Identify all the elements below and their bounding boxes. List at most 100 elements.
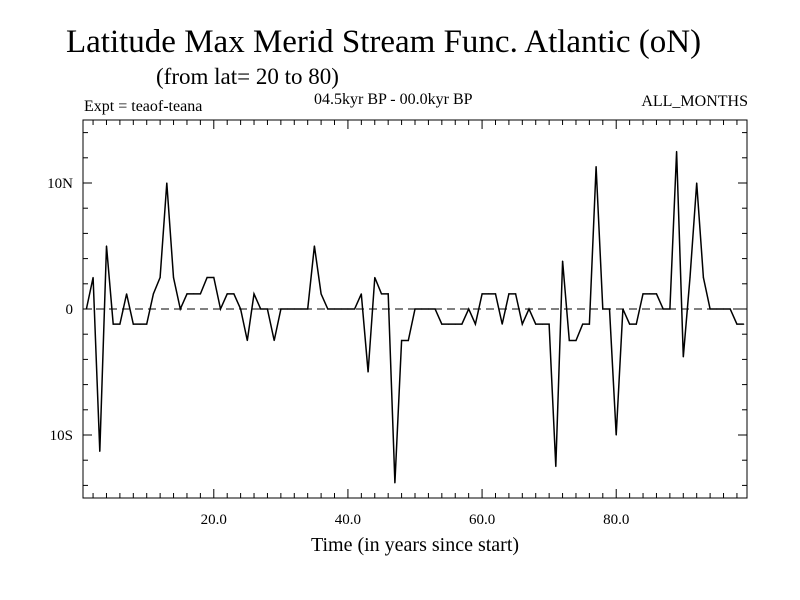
data-point [669, 308, 671, 310]
axis-ticks [83, 120, 747, 498]
data-point [360, 293, 362, 295]
data-point [675, 150, 678, 153]
data-point [655, 293, 658, 295]
data-point [608, 308, 611, 310]
data-point [159, 276, 161, 279]
data-point [307, 308, 309, 310]
data-point [146, 323, 148, 325]
data-point [112, 323, 114, 325]
x-tick-label: 20.0 [201, 512, 227, 528]
data-point [179, 308, 181, 310]
data-point [736, 323, 738, 325]
data-point [548, 323, 550, 325]
data-point [468, 308, 470, 310]
data-point [454, 323, 456, 325]
data-point [702, 276, 705, 279]
data-point [642, 293, 644, 295]
series-line [85, 151, 744, 483]
y-tick-label: 10N [47, 176, 73, 192]
data-point [729, 308, 731, 310]
data-point [260, 308, 262, 310]
data-point [528, 308, 530, 310]
data-point [568, 339, 570, 342]
data-point [629, 323, 631, 325]
data-point [582, 323, 584, 325]
data-point [662, 308, 664, 310]
data-point [427, 308, 430, 310]
data-point [635, 323, 637, 325]
data-point [696, 182, 698, 184]
data-point [266, 308, 269, 310]
data-point [461, 323, 463, 325]
data-point [340, 308, 342, 310]
data-point [474, 323, 476, 325]
data-point [354, 308, 356, 310]
data-point [595, 166, 597, 168]
data-point [206, 276, 208, 279]
data-point [280, 308, 282, 310]
data-point [347, 308, 349, 310]
chart-subtitle: (from lat= 20 to 80) [156, 64, 339, 89]
data-point [501, 323, 503, 325]
data-point [313, 245, 315, 247]
chart-title: Latitude Max Merid Stream Func. Atlantic… [66, 24, 702, 60]
data-point [682, 356, 684, 358]
data-point [246, 339, 248, 342]
data-point [99, 450, 101, 452]
data-point [166, 182, 168, 184]
data-point [722, 308, 725, 310]
data-point [488, 293, 490, 295]
y-tick-label: 0 [66, 302, 74, 318]
data-point [515, 293, 517, 295]
data-point [481, 293, 483, 295]
data-point [380, 293, 383, 295]
data-point [233, 293, 235, 295]
x-tick-label: 60.0 [469, 512, 495, 528]
data-point [374, 276, 376, 279]
experiment-label: Expt = teaof-teana [84, 98, 203, 115]
data-point [132, 323, 134, 325]
data-point [649, 293, 651, 295]
data-point [622, 308, 624, 310]
data-point [186, 293, 188, 295]
data-point [447, 323, 450, 325]
data-point [575, 339, 577, 342]
data-point [92, 276, 94, 279]
data-point [293, 308, 295, 310]
data-point [253, 293, 255, 295]
data-point [105, 245, 108, 247]
data-point [273, 339, 275, 342]
data-point [743, 323, 745, 325]
data-point [709, 308, 711, 310]
data-point [588, 323, 590, 325]
data-point [193, 293, 195, 295]
data-point [327, 308, 329, 310]
data-point [615, 434, 617, 436]
data-point [152, 293, 155, 295]
data-point [602, 308, 604, 310]
tick-labels: 20.0 40.0 60.0 80.0 10N 0 10S [47, 176, 629, 528]
x-tick-label: 40.0 [335, 512, 361, 528]
x-axis-label: Time (in years since start) [311, 534, 519, 556]
data-point [125, 293, 128, 295]
data-point [240, 308, 242, 310]
data-point [689, 276, 691, 279]
data-point [85, 308, 87, 310]
data-points [85, 150, 745, 484]
data-point [367, 371, 369, 373]
months-label: ALL_MONTHS [641, 93, 748, 110]
x-tick-label: 80.0 [603, 512, 629, 528]
y-tick-label: 10S [50, 428, 73, 444]
data-point [434, 308, 436, 310]
data-point [300, 308, 302, 310]
data-point [494, 293, 497, 295]
data-point [414, 308, 416, 310]
data-point [561, 260, 564, 262]
data-point [119, 323, 121, 325]
data-point [441, 323, 443, 325]
data-point [387, 293, 389, 295]
data-point [521, 323, 523, 325]
data-point [555, 465, 557, 468]
data-point [213, 276, 215, 279]
